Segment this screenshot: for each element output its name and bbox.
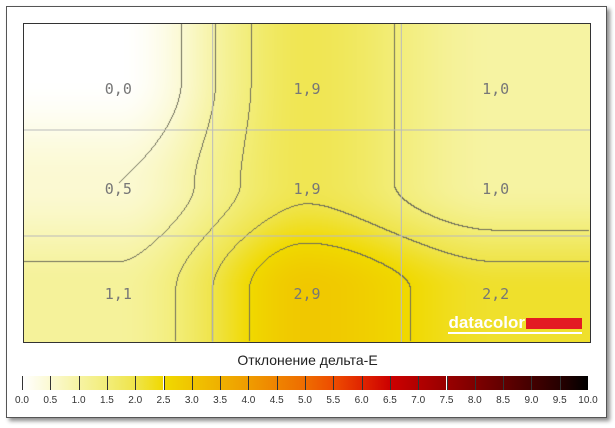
colorbar-tick-label: 5.5: [326, 395, 341, 406]
colorbar-segment: [50, 376, 79, 390]
colorbar-tick-label: 4.0: [241, 395, 256, 406]
colorbar-tick-label: 0.0: [15, 395, 29, 406]
colorbar-segment: [135, 376, 164, 390]
grid-lines: [24, 24, 590, 342]
colorbar-segment: [474, 376, 504, 390]
cell-value-label: 1,1: [104, 285, 132, 303]
colorbar-segment: [389, 376, 419, 390]
colorbar-tick-label: 6.0: [354, 395, 369, 406]
colorbar-segment: [220, 376, 249, 390]
cell-value-label: 0,0: [104, 80, 132, 98]
colorbar-segment: [361, 376, 390, 390]
colorbar-segment: [163, 376, 192, 390]
colorbar-tick-label: 7.5: [439, 395, 454, 406]
colorbar-tick-label: 8.0: [467, 395, 482, 406]
colorbar-tick-label: 7.0: [411, 395, 426, 406]
colorbar-tick-label: 9.0: [524, 395, 539, 406]
colorbar-tick-label: 5.0: [298, 395, 312, 406]
cell-value-label: 1,9: [293, 80, 321, 98]
colorbar-segment: [559, 376, 588, 390]
colorbar-tick-label: 4.5: [269, 395, 284, 406]
colorbar-segment: [191, 376, 221, 390]
datacolor-logo: datacolor: [448, 313, 582, 334]
colorbar-tick-label: 9.5: [552, 395, 567, 406]
colorbar-tick-label: 3.0: [184, 395, 199, 406]
colorbar-title: Отклонение дельта-E: [237, 352, 378, 368]
colorbar-tick-label: 0.5: [43, 395, 58, 406]
colorbar-segment: [276, 376, 305, 390]
colorbar-segment: [446, 376, 475, 390]
colorbar-segment: [22, 376, 51, 390]
cell-value-label: 1,0: [482, 80, 510, 98]
logo-text: datacolor: [448, 313, 525, 332]
colorbar-segment: [418, 376, 447, 390]
colorbar-tick-label: 1.0: [71, 395, 86, 406]
colorbar-segment: [503, 376, 532, 390]
heatmap-surface: [24, 24, 590, 342]
colorbar-tick-label: 8.5: [496, 395, 511, 406]
colorbar-segment: [106, 376, 136, 390]
colorbar: [22, 376, 588, 390]
colorbar-segment: [531, 376, 560, 390]
colorbar-tick-label: 2.5: [156, 395, 171, 406]
cell-value-label: 1,0: [482, 180, 510, 198]
colorbar-tick-label: 1.5: [99, 395, 114, 406]
cell-value-label: 1,9: [293, 180, 321, 198]
colorbar-tick-label: 10.0: [578, 395, 598, 406]
colorbar-tick-label: 2.0: [128, 395, 143, 406]
colorbar-segment: [333, 376, 362, 390]
cell-value-label: 2,9: [293, 285, 321, 303]
colorbar-segment: [305, 376, 334, 390]
cell-value-label: 2,2: [482, 285, 510, 303]
colorbar-tick-label: 6.5: [382, 395, 397, 406]
colorbar-segment: [248, 376, 277, 390]
colorbar-segment: [78, 376, 107, 390]
logo-bar: [526, 317, 582, 329]
colorbar-tick-label: 3.5: [213, 395, 228, 406]
heatmap-plot: datacolor 0,0 1,9 1,0 0,5 1,9 1,0 1,1 2,9 2,2: [23, 23, 591, 343]
cell-value-label: 0,5: [104, 180, 132, 198]
